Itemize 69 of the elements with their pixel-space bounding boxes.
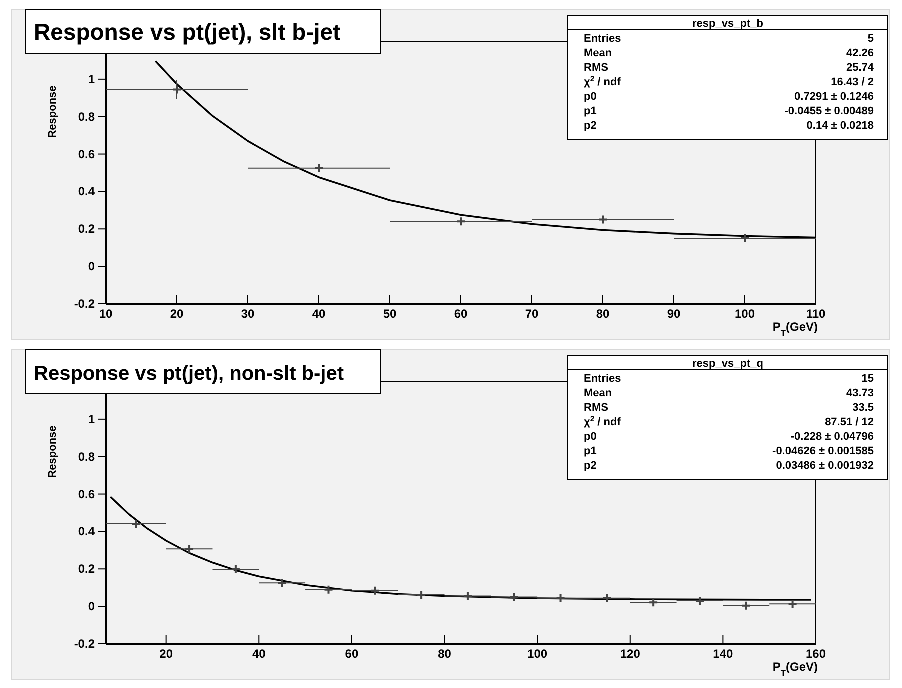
y-tick-label: 0.6 — [78, 487, 96, 502]
y-tick-label: 0.4 — [78, 184, 96, 199]
annotation: -0.04626 ± 0.001585 — [772, 446, 874, 458]
y-tick-label: 0.2 — [78, 222, 96, 236]
x-tick-label: 10 — [99, 307, 113, 321]
y-axis-title: Response — [47, 86, 59, 138]
annotation: Mean — [584, 388, 612, 400]
x-tick-label: 20 — [160, 647, 174, 661]
text: resp_vs_pt_q — [692, 358, 764, 370]
y-tick-label: 0.2 — [78, 562, 96, 576]
x-tick-label: 110 — [806, 307, 826, 321]
chart-title: Response vs pt(jet), non-slt b-jet — [34, 363, 344, 385]
annotation: -0.228 ± 0.04796 — [790, 431, 874, 443]
y-tick-label: 0 — [88, 600, 96, 614]
text: 42.26 — [846, 48, 874, 60]
x-tick-label: 80 — [596, 307, 610, 321]
x-axis-title: P$_{T}$(GeV) — [772, 320, 818, 338]
text: 25.74 — [846, 62, 875, 74]
annotation: χ$^{2}$ / ndf — [584, 414, 622, 428]
y-tick-label: 0.8 — [78, 450, 96, 464]
text: 5 — [868, 33, 874, 45]
x-tick-label: 50 — [383, 307, 397, 321]
x-axis-title: P$_{T}$(GeV) — [772, 660, 818, 678]
x-tick-label: 100 — [528, 647, 548, 661]
annotation: p2 — [584, 460, 597, 472]
annotation: 0.7291 ± 0.1246 — [794, 91, 874, 103]
x-tick-label: 20 — [170, 307, 184, 321]
annotation: Entries — [584, 33, 622, 45]
annotation: p1 — [584, 446, 597, 458]
text: 43.73 — [846, 388, 874, 400]
y-tick-label: 0 — [88, 260, 96, 274]
annotation: RMS — [584, 62, 608, 74]
x-tick-label: 60 — [454, 307, 468, 321]
annotation: p0 — [584, 431, 597, 443]
text: resp_vs_pt_b — [692, 18, 764, 30]
annotation: p2 — [584, 120, 597, 132]
text: 16.43 / 2 — [831, 76, 874, 88]
x-tick-label: 120 — [620, 647, 641, 661]
x-tick-label: 160 — [806, 647, 826, 661]
annotation: χ$^{2}$ / ndf — [584, 74, 622, 88]
x-tick-label: 90 — [667, 307, 681, 321]
annotation: p1 — [584, 106, 597, 118]
x-tick-label: 140 — [713, 647, 734, 661]
y-axis-title: Response — [47, 426, 59, 478]
y-tick-label: 0.6 — [78, 147, 96, 162]
x-tick-label: 60 — [345, 647, 359, 661]
annotation: Entries — [584, 373, 622, 385]
x-tick-label: 40 — [312, 307, 326, 321]
annotation: 0.03486 ± 0.001932 — [776, 460, 874, 472]
text: 33.5 — [852, 402, 874, 414]
annotation: RMS — [584, 402, 608, 414]
y-tick-label: 0.4 — [78, 524, 96, 539]
x-tick-label: 80 — [438, 647, 452, 661]
y-tick-label: -0.2 — [74, 297, 96, 311]
x-tick-label: 100 — [734, 307, 756, 321]
x-tick-label: 30 — [241, 307, 255, 321]
x-tick-label: 70 — [525, 307, 539, 321]
x-tick-label: 40 — [252, 647, 266, 661]
y-tick-label: 1 — [88, 72, 96, 86]
annotation: 0.14 ± 0.0218 — [806, 120, 874, 132]
y-tick-label: 0.8 — [78, 110, 96, 124]
annotation: p0 — [584, 91, 597, 103]
y-tick-label: 1 — [88, 412, 96, 426]
y-tick-label: -0.2 — [74, 637, 96, 651]
text: 15 — [862, 373, 874, 385]
annotation: -0.0455 ± 0.00489 — [784, 106, 874, 118]
annotation: Mean — [584, 48, 612, 60]
chart-title: Response vs pt(jet), slt b-jet — [34, 19, 342, 45]
text: 87.51 / 12 — [825, 416, 874, 428]
